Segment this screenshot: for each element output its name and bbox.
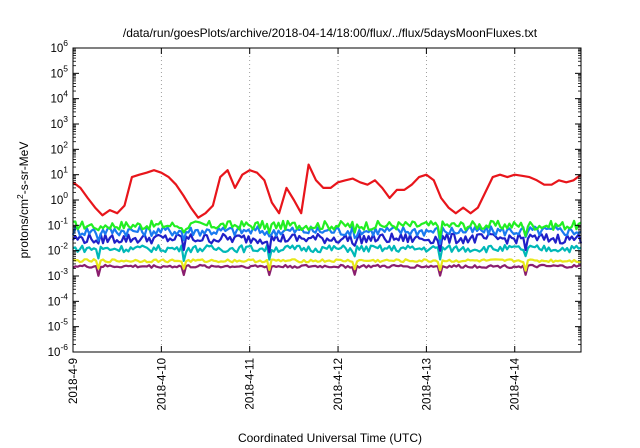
y-tick-label: 102 xyxy=(50,139,68,156)
flux-series-line xyxy=(72,219,582,240)
x-tick-label: 2018-4-9 xyxy=(68,358,80,404)
x-tick-label: 2018-4-11 xyxy=(245,358,257,410)
x-tick-label: 2018-4-12 xyxy=(333,358,345,410)
flux-series-line xyxy=(72,263,582,277)
y-tick-label: 10-5 xyxy=(48,317,69,334)
grid-lines xyxy=(160,48,516,352)
flux-series-line xyxy=(71,224,582,245)
y-tick-label: 106 xyxy=(50,38,68,55)
x-axis-ticks: 2018-4-9 2018-4-10 2018-4-11 2018-4-12 2018-… xyxy=(68,48,522,410)
y-tick-label: 100 xyxy=(50,190,68,207)
flux-series-line xyxy=(72,232,583,254)
y-tick-label: 10-4 xyxy=(48,291,69,308)
plot-frame xyxy=(72,47,582,353)
y-tick-label: 105 xyxy=(50,63,68,80)
y-tick-label: 103 xyxy=(50,114,68,131)
y-tick-label: 101 xyxy=(50,165,68,182)
y-tick-label: 10-1 xyxy=(48,215,69,232)
x-tick-label: 2018-4-14 xyxy=(510,357,522,410)
y-tick-label: 104 xyxy=(50,89,68,106)
y-tick-label: 10-2 xyxy=(48,241,69,258)
y-axis-ticks: 10-6 10-5 10-4 10-3 10-2 10-1 100 101 102 103 104 1… xyxy=(48,38,581,359)
flux-series-line-red xyxy=(72,163,582,219)
axes-frame xyxy=(72,47,582,353)
flux-series-line xyxy=(72,244,582,262)
y-tick-label: 10-3 xyxy=(48,266,69,283)
flux-series-line xyxy=(72,258,582,272)
y-tick-label: 10-6 xyxy=(48,342,69,359)
x-tick-label: 2018-4-10 xyxy=(156,358,168,410)
chart-title: /data/run/goesPlots/archive/2018-04-14/1… xyxy=(123,26,538,40)
x-tick-label: 2018-4-13 xyxy=(421,358,433,410)
data-series xyxy=(71,163,583,277)
x-axis-label: Coordinated Universal Time (UTC) xyxy=(238,431,422,445)
y-axis-label: protons/cm2-s-sr-MeV xyxy=(15,142,31,259)
